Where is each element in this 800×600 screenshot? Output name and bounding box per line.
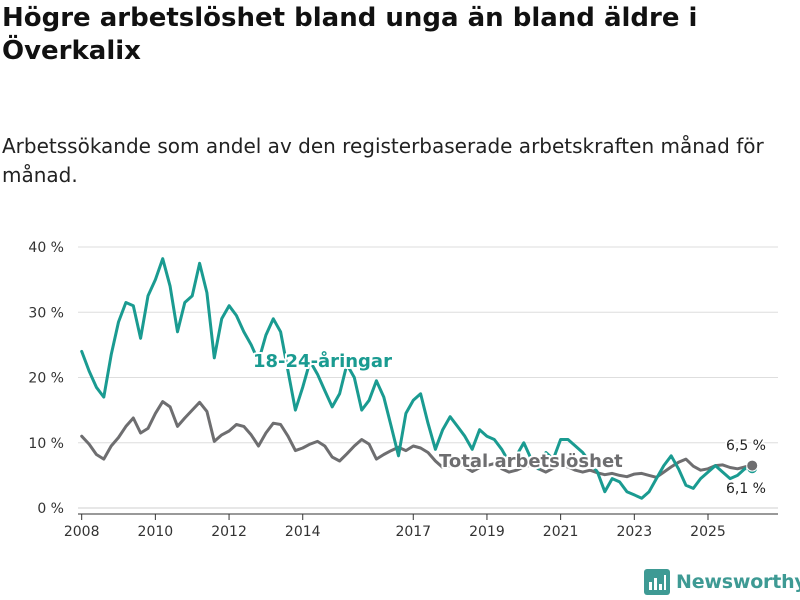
chart-title: Högre arbetslöshet bland unga än bland ä…: [2, 3, 698, 66]
x-tick-label: 2025: [690, 524, 726, 540]
y-tick-label: 10 %: [28, 436, 64, 452]
series-label-total: Total arbetslöshet: [439, 451, 623, 472]
grid-layer: 0 % 10 % 20 % 30 % 40 %: [28, 240, 778, 517]
newsworthy-logo: Newsworthy: [644, 569, 800, 595]
x-tick-label: 2017: [395, 524, 431, 540]
x-tick-label: 2014: [285, 524, 321, 540]
end-point-total: [746, 459, 759, 472]
y-tick-label: 20 %: [28, 371, 64, 387]
end-value-label-total: 6,5 %: [726, 438, 766, 454]
end-value-label-youth: 6,1 %: [726, 481, 766, 497]
x-tick-label: 2008: [64, 524, 100, 540]
series-line-total: [80, 400, 754, 479]
newsworthy-logo-icon: [644, 569, 670, 595]
line-chart: 0 % 10 % 20 % 30 % 40 % 2008 2010 2012 2014 2017…: [28, 240, 778, 540]
x-axis: 2008 2010 2012 2014 2017 2019 2021 2023 2025: [64, 513, 778, 540]
y-tick-label: 40 %: [28, 240, 64, 256]
x-tick-label: 2010: [138, 524, 174, 540]
x-tick-label: 2019: [469, 524, 505, 540]
newsworthy-logo-text: Newsworthy: [676, 571, 800, 593]
y-tick-label: 30 %: [28, 305, 64, 321]
x-tick-label: 2021: [543, 524, 579, 540]
series-label-youth: 18-24-åringar: [253, 350, 392, 372]
x-tick-label: 2012: [211, 524, 247, 540]
label-layer: 18-24-åringar Total arbetslöshet 6,5 % 6,1 …: [251, 348, 768, 499]
chart-subtitle: Arbetssökande som andel av den registerb…: [2, 134, 764, 187]
x-tick-label: 2023: [616, 524, 652, 540]
series-line-youth: [80, 257, 754, 500]
y-tick-label: 0 %: [37, 501, 64, 517]
series-layer: [80, 257, 759, 500]
